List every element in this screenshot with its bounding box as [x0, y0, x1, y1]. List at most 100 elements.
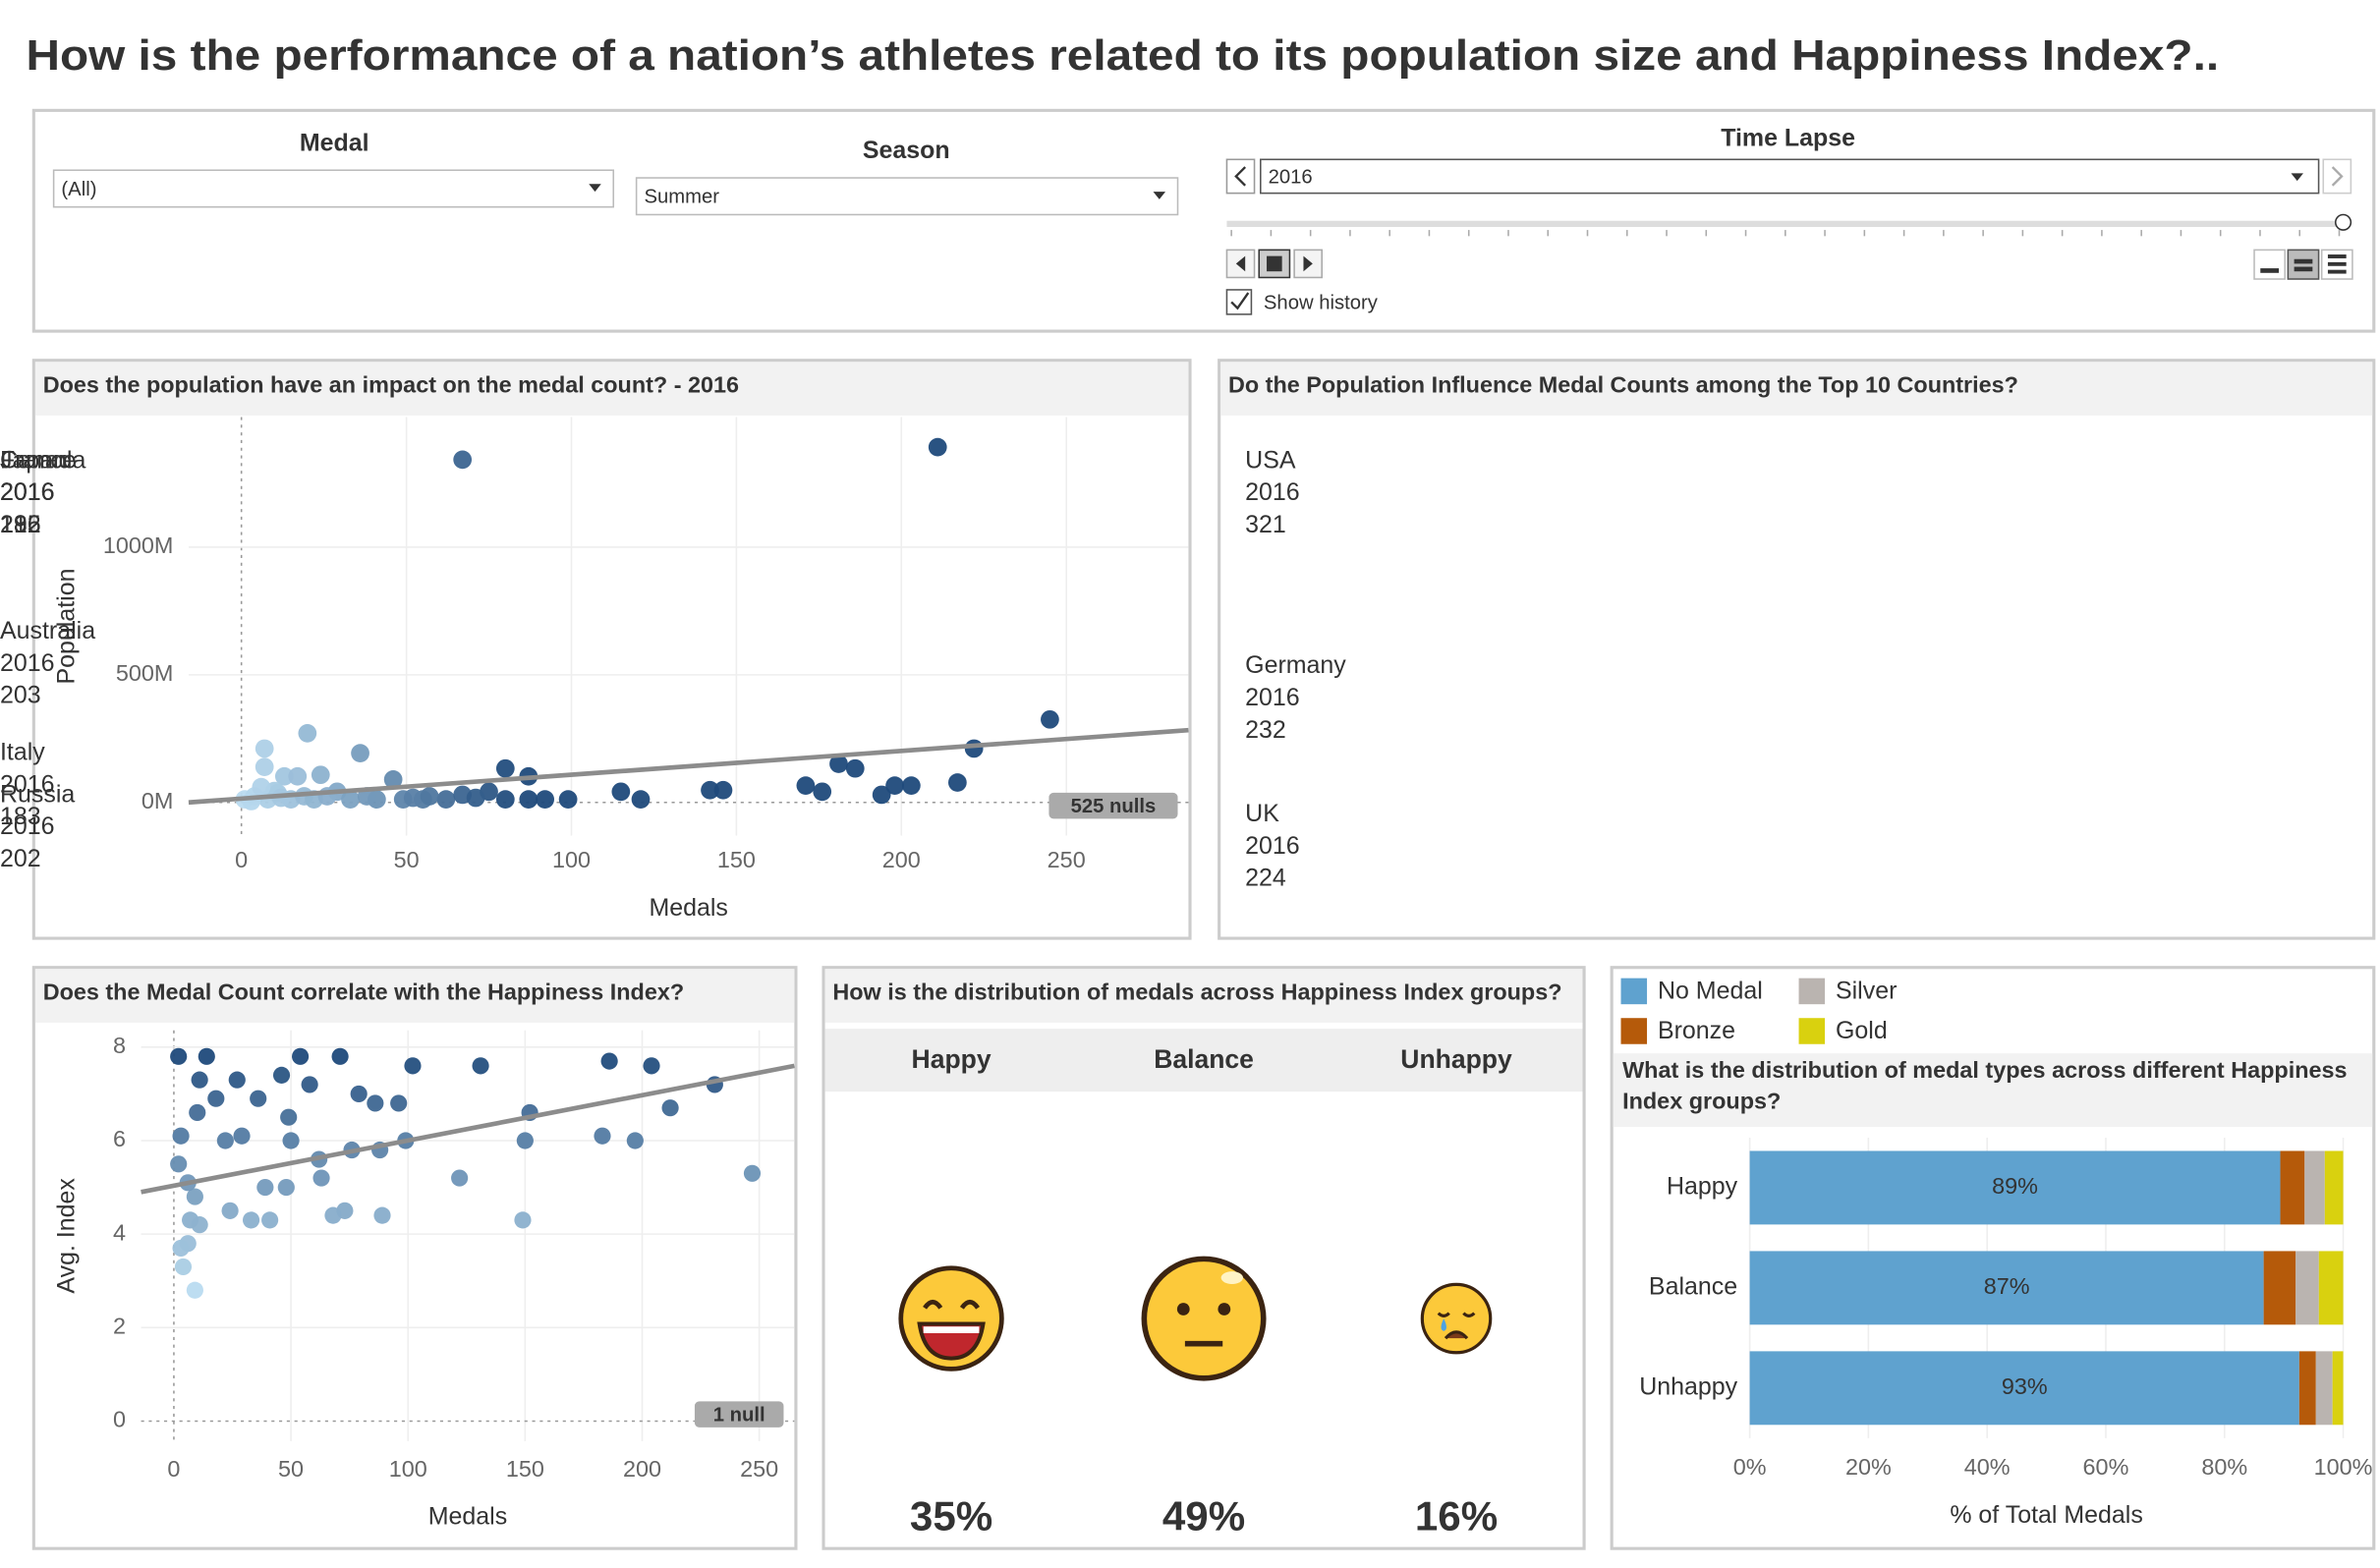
- dropdown-arrow[interactable]: [589, 184, 601, 193]
- point: [189, 1103, 206, 1122]
- icon[interactable]: [2260, 268, 2280, 273]
- icon[interactable]: [2327, 261, 2347, 266]
- chevron[interactable]: [2331, 166, 2344, 187]
- view-toggle[interactable]: [2253, 249, 2353, 280]
- point: [255, 757, 274, 776]
- button[interactable]: [2322, 158, 2352, 195]
- tile-year: 2016: [1245, 684, 1300, 711]
- prev-button[interactable]: [1225, 158, 1256, 195]
- icon[interactable]: [2294, 258, 2313, 264]
- dropdown-arrow[interactable]: [1153, 192, 1166, 199]
- point: [403, 788, 423, 808]
- filter-label: Season: [863, 137, 950, 164]
- bar-segment: [2280, 1150, 2305, 1225]
- tile-value: 183: [0, 803, 41, 830]
- face: [1420, 1282, 1493, 1355]
- chevron[interactable]: [1234, 166, 1247, 187]
- button[interactable]: [1293, 249, 1323, 279]
- dropdown-arrow[interactable]: [2291, 173, 2303, 182]
- medal-dropdown[interactable]: (All): [52, 169, 615, 208]
- tile-label: Germany: [1245, 651, 1346, 679]
- y-tick-label: 0: [113, 1407, 126, 1432]
- point: [558, 790, 578, 809]
- button[interactable]: [2287, 249, 2320, 280]
- point: [701, 780, 719, 800]
- icon[interactable]: [2294, 266, 2313, 272]
- emoji: [1141, 1256, 1267, 1381]
- bar-segment: [2332, 1351, 2344, 1426]
- point: [252, 777, 271, 797]
- time-dropdown[interactable]: 2016: [1260, 158, 2320, 195]
- y-tick-label: 0M: [142, 788, 174, 813]
- tile-value: 196: [0, 511, 41, 538]
- point: [288, 766, 308, 786]
- point: [274, 766, 294, 786]
- play-controls[interactable]: [1225, 249, 1323, 279]
- dropdown-value[interactable]: 2016: [1269, 166, 1313, 188]
- dropdown-value[interactable]: (All): [61, 179, 96, 200]
- panel-header: [1613, 1053, 2373, 1128]
- point: [233, 1127, 251, 1145]
- point: [453, 450, 473, 470]
- tile-label: Canada: [0, 446, 86, 474]
- dropdown-box[interactable]: [1260, 158, 2320, 195]
- dropdown-box[interactable]: [635, 177, 1179, 216]
- tile-year: 2016: [1245, 478, 1300, 506]
- value-label: 93%: [2002, 1373, 2048, 1399]
- dropdown-box[interactable]: [52, 169, 615, 208]
- y-tick-label: 6: [113, 1126, 126, 1151]
- dropdown-value[interactable]: Summer: [644, 187, 719, 208]
- season-dropdown[interactable]: Summer: [635, 177, 1179, 216]
- slider-handle[interactable]: [2334, 213, 2352, 231]
- trend-line: [141, 1063, 795, 1195]
- checkbox-label[interactable]: Show history: [1264, 292, 1379, 313]
- point: [250, 1090, 267, 1107]
- tile-year: 2016: [0, 478, 55, 506]
- x-tick-label: 0: [167, 1456, 180, 1482]
- tile-label: UK: [1245, 800, 1279, 827]
- point: [964, 739, 984, 758]
- point: [436, 790, 456, 809]
- filter-label: Time Lapse: [1721, 125, 1855, 152]
- panel-title: Does the population have an impact on th…: [43, 371, 739, 397]
- x-tick-label: 80%: [2201, 1454, 2247, 1480]
- point: [221, 1202, 239, 1219]
- panel-header: [34, 969, 795, 1023]
- play-icon[interactable]: [1303, 255, 1313, 272]
- x-axis-title: Medals: [649, 894, 727, 922]
- point: [373, 1206, 391, 1224]
- panel-title: Do the Population Influence Medal Counts…: [1228, 371, 2018, 397]
- null-badge: [694, 1401, 784, 1428]
- show-history[interactable]: Show history: [1225, 289, 1379, 315]
- point: [519, 790, 538, 809]
- point: [292, 1047, 310, 1065]
- teeth: [923, 1326, 980, 1333]
- next-button[interactable]: [2322, 158, 2352, 195]
- tile-label: France: [0, 446, 77, 474]
- y-tick-label: 8: [113, 1033, 126, 1058]
- bar-segment: [2315, 1351, 2333, 1426]
- point: [1041, 709, 1059, 729]
- point: [631, 790, 651, 809]
- tile-label: Russia: [0, 780, 75, 808]
- button[interactable]: [1225, 158, 1256, 195]
- legend-label: No Medal: [1658, 977, 1763, 1004]
- x-tick-label: 0: [235, 847, 248, 872]
- tile-value: 203: [0, 682, 41, 709]
- button[interactable]: [2253, 249, 2287, 280]
- icon[interactable]: [2327, 254, 2347, 258]
- x-tick-label: 200: [882, 847, 921, 872]
- stop-icon[interactable]: [1267, 255, 1282, 272]
- point: [713, 780, 733, 800]
- point: [829, 755, 848, 773]
- point: [451, 1169, 469, 1187]
- panel-title: Does the Medal Count correlate with the …: [43, 979, 684, 1004]
- icon[interactable]: [2327, 269, 2347, 274]
- back-icon[interactable]: [1235, 255, 1246, 272]
- point: [172, 1127, 190, 1145]
- point: [367, 1094, 384, 1112]
- checkmark[interactable]: [1230, 292, 1250, 310]
- tile-year: 2016: [0, 478, 55, 506]
- null-badge-label: 1 null: [713, 1405, 765, 1427]
- point: [186, 1281, 203, 1299]
